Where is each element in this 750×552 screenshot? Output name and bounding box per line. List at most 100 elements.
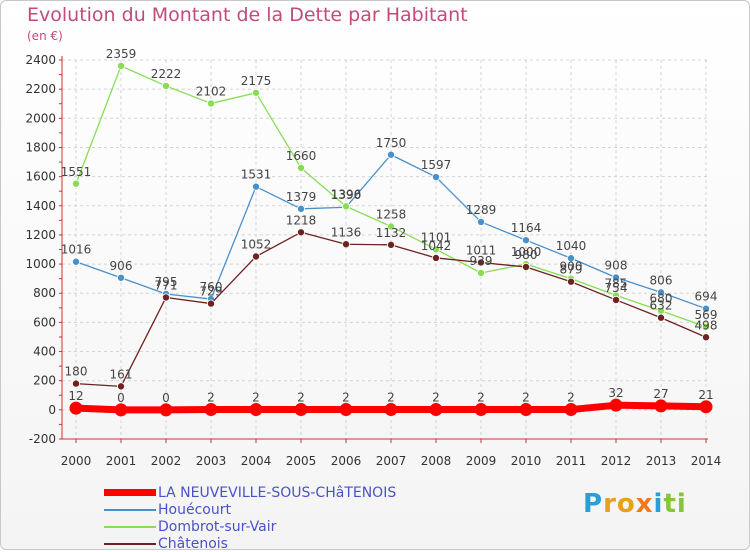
legend-swatch (104, 525, 156, 528)
data-label: 27 (653, 387, 668, 401)
data-point (251, 88, 260, 97)
data-point (474, 403, 488, 417)
data-label: 1016 (61, 243, 92, 257)
data-point (564, 403, 578, 417)
data-label: 754 (605, 281, 628, 295)
data-label: 1750 (376, 136, 407, 150)
data-label: 1040 (556, 239, 587, 253)
data-point (341, 240, 350, 249)
y-tick-label: 2200 (25, 82, 56, 96)
data-point (161, 293, 170, 302)
data-label: 908 (605, 258, 628, 272)
data-label: 1551 (61, 165, 92, 179)
data-label: 180 (65, 365, 88, 379)
data-label: 879 (560, 263, 583, 277)
x-tick-label: 2013 (646, 454, 677, 468)
data-point (567, 277, 576, 286)
data-label: 680 (650, 292, 673, 306)
x-tick-label: 2001 (106, 454, 137, 468)
data-label: 2 (432, 391, 440, 405)
data-point (251, 252, 260, 261)
data-point (251, 182, 260, 191)
data-point (161, 81, 170, 90)
data-point (702, 304, 711, 313)
y-tick-label: 600 (33, 315, 56, 329)
data-label: 1531 (241, 168, 272, 182)
data-label: 2 (342, 391, 350, 405)
legend-item: Châtenois (104, 535, 396, 552)
data-label: 760 (200, 280, 223, 294)
data-point (431, 245, 440, 254)
data-label: 1218 (286, 213, 317, 227)
data-point (609, 398, 623, 412)
x-tick-label: 2003 (196, 454, 227, 468)
y-tick-label: -200 (29, 432, 56, 446)
y-tick-label: 200 (33, 374, 56, 388)
data-point (476, 258, 485, 267)
data-label: 2 (207, 391, 215, 405)
data-point (386, 150, 395, 159)
data-point (296, 228, 305, 237)
chart-unit-label: (en €) (27, 29, 63, 43)
legend-label: Châtenois (158, 535, 228, 552)
data-point (567, 254, 576, 263)
data-point (341, 202, 350, 211)
legend-swatch (104, 508, 156, 511)
y-tick-label: 1000 (25, 257, 56, 271)
series-line (75, 231, 707, 388)
data-point (117, 382, 126, 391)
data-label: 569 (695, 308, 718, 322)
data-point (476, 217, 485, 226)
data-point (72, 379, 81, 388)
data-point (431, 173, 440, 182)
data-label: 1396 (331, 187, 362, 201)
x-tick-label: 2006 (331, 454, 362, 468)
y-tick-label: 400 (33, 345, 56, 359)
data-point (429, 403, 443, 417)
data-label: 2 (252, 391, 260, 405)
data-label: 1000 (511, 245, 542, 259)
legend-label: LA NEUVEVILLE-SOUS-CHâTENOIS (158, 484, 397, 501)
data-label: 795 (155, 275, 178, 289)
legend-item: Houécourt (104, 501, 396, 518)
data-point (431, 253, 440, 262)
data-label: 0 (162, 391, 170, 405)
data-point (657, 313, 666, 322)
data-label: 1289 (466, 203, 497, 217)
data-label: 2 (297, 391, 305, 405)
x-tick-label: 2009 (466, 454, 497, 468)
legend-item: Dombrot-sur-Vair (104, 518, 396, 535)
data-point (72, 257, 81, 266)
data-point (159, 403, 173, 417)
x-tick-label: 2012 (601, 454, 632, 468)
data-label: 900 (560, 260, 583, 274)
legend-swatch (104, 542, 156, 545)
data-label: 2 (387, 391, 395, 405)
data-point (702, 322, 711, 331)
data-label: 806 (650, 273, 673, 287)
data-point (117, 61, 126, 70)
data-label: 771 (155, 278, 178, 292)
data-label: 1258 (376, 207, 407, 221)
data-label: 1042 (421, 239, 452, 253)
y-tick-label: 800 (33, 286, 56, 300)
legend-item: LA NEUVEVILLE-SOUS-CHâTENOIS (104, 484, 396, 501)
data-label: 906 (110, 259, 133, 273)
data-point (522, 262, 531, 271)
data-label: 1136 (331, 225, 362, 239)
data-label: 939 (470, 254, 493, 268)
data-point (114, 403, 128, 417)
data-point (204, 403, 218, 417)
data-point (522, 236, 531, 245)
data-point (654, 399, 668, 413)
data-point (294, 403, 308, 417)
data-label: 1101 (421, 230, 452, 244)
y-tick-label: 1800 (25, 140, 56, 154)
data-label: 729 (200, 285, 223, 299)
data-label: 2 (522, 391, 530, 405)
data-label: 1390 (331, 188, 362, 202)
data-label: 694 (695, 290, 718, 304)
data-point (249, 403, 263, 417)
